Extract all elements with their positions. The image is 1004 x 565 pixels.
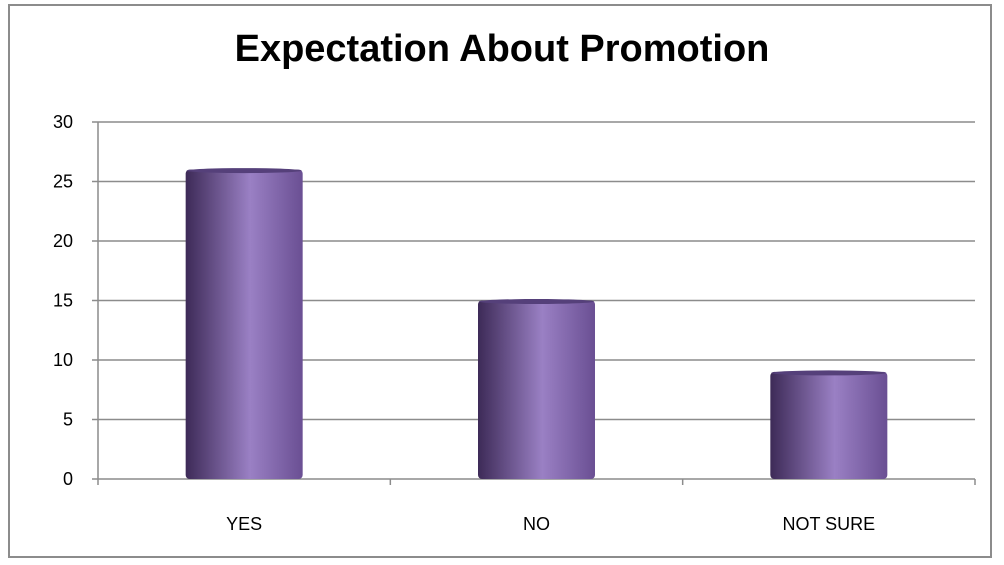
tick-labels: 0 5 10 15 20 25 30 YES NO NOT SURE	[53, 112, 875, 534]
y-tick-label: 20	[53, 231, 73, 251]
y-tick-label: 30	[53, 112, 73, 132]
y-tick-label: 10	[53, 350, 73, 370]
x-tick-label: NOT SURE	[782, 514, 875, 534]
bar	[478, 299, 595, 479]
chart-title: Expectation About Promotion	[234, 28, 770, 70]
bar-body	[478, 300, 595, 479]
axes	[97, 122, 976, 485]
y-tick-label: 5	[63, 410, 73, 430]
bar-body	[770, 371, 888, 479]
y-tick-label: 0	[63, 469, 73, 489]
x-tick-label: YES	[226, 514, 262, 534]
y-tick-label: 25	[53, 172, 73, 192]
y-tick-label: 15	[53, 291, 73, 311]
bar-top	[186, 168, 302, 174]
bar	[770, 370, 888, 479]
bars	[185, 168, 888, 479]
bar-top	[771, 370, 887, 376]
bar-body	[185, 169, 303, 479]
bar	[185, 168, 303, 479]
x-tick-label: NO	[523, 514, 550, 534]
bar-top	[479, 299, 594, 304]
